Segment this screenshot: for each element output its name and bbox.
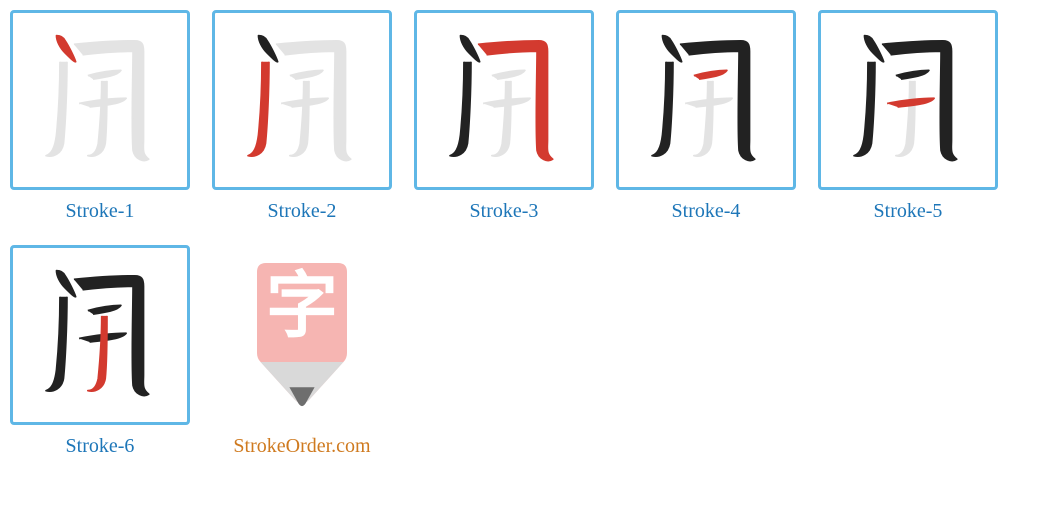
stroke-caption: Stroke-5	[874, 200, 943, 223]
stroke-cell-2: Stroke-2	[212, 10, 392, 223]
stroke-tile-5	[818, 10, 998, 190]
stroke-tile-1	[10, 10, 190, 190]
stroke-cell-5: Stroke-5	[818, 10, 998, 223]
stroke-cell-3: Stroke-3	[414, 10, 594, 223]
stroke-cell-6: Stroke-6	[10, 245, 190, 458]
stroke-caption: Stroke-4	[672, 200, 741, 223]
stroke-tile-2	[212, 10, 392, 190]
stroke-cell-1: Stroke-1	[10, 10, 190, 223]
logo-cell: 字 StrokeOrder.com	[212, 245, 392, 458]
site-caption: StrokeOrder.com	[233, 435, 370, 458]
stroke-caption: Stroke-3	[470, 200, 539, 223]
stroke-caption: Stroke-2	[268, 200, 337, 223]
stroke-order-grid: Stroke-1 Stroke-2 Stroke-3 Stroke-4 Stro…	[10, 10, 1040, 458]
svg-text:字: 字	[266, 267, 338, 347]
stroke-tile-4	[616, 10, 796, 190]
stroke-tile-3	[414, 10, 594, 190]
stroke-caption: Stroke-1	[66, 200, 135, 223]
stroke-cell-4: Stroke-4	[616, 10, 796, 223]
stroke-tile-6	[10, 245, 190, 425]
stroke-caption: Stroke-6	[66, 435, 135, 458]
logo-tile: 字	[212, 245, 392, 425]
